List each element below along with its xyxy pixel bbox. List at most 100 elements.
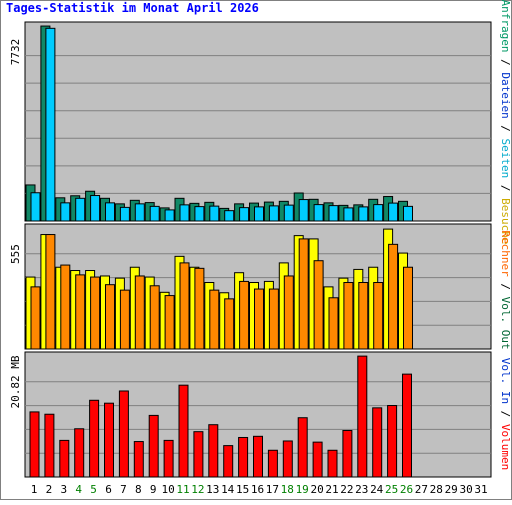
legend-entry: / — [499, 404, 512, 424]
bar-seiten-day-16 — [254, 206, 264, 222]
x-tick-label: 25 — [385, 483, 398, 496]
x-tick-label: 26 — [400, 483, 413, 496]
bar-volumen-day-11 — [178, 384, 189, 478]
x-tick-label: 30 — [459, 483, 472, 496]
x-tick-label: 9 — [150, 483, 157, 496]
bar-rechner-day-2 — [45, 234, 56, 350]
bar-volumen-day-2 — [44, 413, 55, 478]
legend-entry: / — [499, 277, 512, 297]
bar-seiten-day-9 — [149, 205, 160, 222]
bar-volumen-day-7 — [118, 390, 129, 478]
bar-rechner-day-24 — [373, 282, 384, 350]
x-tick-label: 14 — [221, 483, 235, 496]
bar-volumen-day-3 — [59, 439, 70, 478]
legend-entry: Anfragen — [499, 0, 512, 52]
bar-rechner-day-5 — [90, 276, 101, 350]
legend-entry: Vol. In — [499, 358, 512, 404]
bar-rechner-day-10 — [164, 295, 175, 350]
x-tick-label: 20 — [310, 483, 323, 496]
legend-bottom: Vol. In / Volumen — [499, 358, 512, 471]
bar-volumen-day-26 — [402, 373, 412, 478]
x-tick-label: 19 — [296, 483, 309, 496]
bar-volumen-day-16 — [253, 435, 263, 478]
bar-volumen-day-9 — [148, 414, 159, 478]
legend-top: Anfragen / Dateien / Seiten / Besuche — [499, 0, 512, 245]
x-tick-label: 8 — [135, 483, 142, 496]
bar-rechner-day-15 — [239, 280, 250, 350]
panel-middle-ymax-label: 555 — [9, 244, 22, 264]
bar-volumen-day-20 — [312, 441, 323, 478]
x-tick-label: 29 — [445, 483, 458, 496]
legend-middle: Rechner / Vol. Out — [499, 230, 512, 349]
x-tick-label: 15 — [236, 483, 249, 496]
bar-seiten-day-1 — [30, 192, 41, 222]
bar-seiten-day-11 — [179, 204, 190, 222]
x-tick-label: 3 — [60, 483, 67, 496]
x-tick-label: 7 — [120, 483, 127, 496]
legend-entry: Seiten — [499, 139, 512, 179]
panel-bottom-ymax-label: 20.82 MB — [9, 355, 22, 408]
bar-seiten-day-10 — [164, 209, 175, 222]
x-tick-label: 16 — [251, 483, 264, 496]
bar-rechner-day-4 — [75, 274, 86, 350]
bar-seiten-day-4 — [75, 197, 86, 222]
bar-rechner-day-3 — [60, 264, 71, 350]
bar-volumen-day-6 — [104, 402, 114, 478]
bar-rechner-day-23 — [358, 282, 369, 350]
bar-rechner-day-8 — [134, 275, 145, 350]
bar-rechner-day-19 — [298, 238, 309, 350]
bar-volumen-day-5 — [89, 399, 100, 478]
x-tick-label: 1 — [31, 483, 38, 496]
x-tick-label: 17 — [266, 483, 279, 496]
legend-entry: / — [499, 52, 512, 72]
x-tick-label: 11 — [176, 483, 189, 496]
bar-seiten-day-18 — [283, 204, 294, 222]
bar-seiten-day-14 — [224, 210, 235, 222]
bar-seiten-day-23 — [358, 206, 369, 222]
bar-seiten-day-3 — [60, 202, 71, 222]
x-tick-label: 24 — [370, 483, 384, 496]
bar-rechner-day-26 — [403, 266, 413, 350]
bar-rechner-day-16 — [254, 288, 264, 350]
bar-seiten-day-7 — [119, 206, 130, 222]
x-tick-label: 23 — [355, 483, 368, 496]
x-tick-label: 13 — [206, 483, 219, 496]
bar-seiten-day-17 — [268, 205, 279, 222]
bar-volumen-day-17 — [267, 449, 278, 478]
bar-rechner-day-11 — [179, 262, 190, 350]
bar-rechner-day-13 — [209, 289, 220, 350]
legend-entry: Vol. Out — [499, 297, 512, 350]
legend-entry: / — [499, 119, 512, 139]
bar-volumen-day-15 — [238, 436, 249, 478]
bar-rechner-day-7 — [119, 289, 130, 350]
x-tick-label: 10 — [161, 483, 174, 496]
bar-seiten-day-25 — [388, 202, 399, 222]
bar-seiten-day-5 — [90, 195, 101, 222]
bar-rechner-day-20 — [313, 260, 324, 350]
bar-volumen-day-18 — [282, 440, 293, 478]
bar-seiten-day-8 — [134, 203, 145, 222]
bar-volumen-day-22 — [342, 430, 353, 478]
legend-entry: / — [499, 178, 512, 198]
bar-rechner-day-18 — [283, 275, 294, 350]
x-tick-label: 18 — [281, 483, 294, 496]
bar-volumen-day-12 — [193, 431, 204, 478]
x-tick-label: 12 — [191, 483, 204, 496]
bar-seiten-day-12 — [194, 206, 205, 222]
x-tick-label: 21 — [325, 483, 338, 496]
x-tick-label: 2 — [46, 483, 53, 496]
bar-rechner-day-22 — [343, 282, 354, 350]
chart-title: Tages-Statistik im Monat April 2026 — [6, 1, 259, 15]
x-tick-label: 4 — [75, 483, 82, 496]
bar-rechner-day-21 — [328, 297, 339, 350]
legend-entry: Rechner — [499, 230, 512, 277]
x-tick-label: 6 — [105, 483, 112, 496]
bar-rechner-day-9 — [149, 285, 160, 350]
bar-volumen-day-25 — [387, 405, 398, 478]
bar-rechner-day-14 — [224, 298, 235, 350]
bar-seiten-day-24 — [373, 204, 384, 222]
bar-volumen-day-21 — [327, 449, 338, 478]
bar-volumen-day-1 — [29, 411, 40, 478]
